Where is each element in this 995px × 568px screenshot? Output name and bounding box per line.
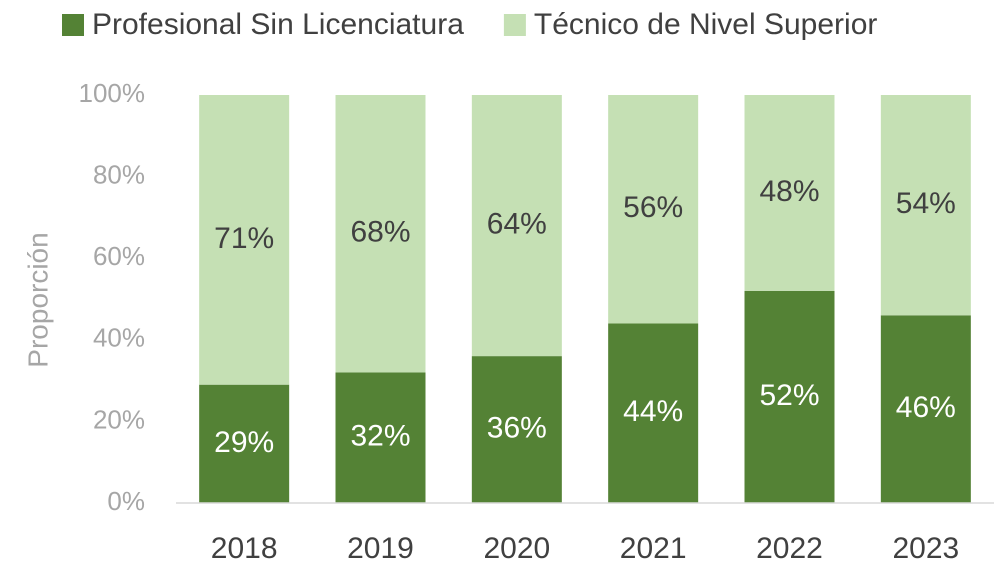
- bar-segment: [608, 323, 699, 503]
- data-label: 56%: [623, 191, 683, 224]
- bar-segment: [880, 95, 971, 316]
- bar-segment: [199, 384, 290, 503]
- bar-segment: [471, 356, 562, 503]
- data-label: 71%: [214, 222, 274, 255]
- bar-segment: [744, 95, 835, 291]
- y-tick-label: 100%: [79, 78, 146, 108]
- y-tick-label: 0%: [107, 486, 145, 516]
- legend-swatch: [503, 14, 526, 36]
- x-tick-label: 2023: [892, 532, 959, 565]
- bar-segment: [608, 95, 699, 324]
- bar-segment: [744, 290, 835, 503]
- legend-label: Profesional Sin Licenciatura: [92, 8, 464, 41]
- data-label: 54%: [896, 187, 956, 220]
- bar-segment: [199, 95, 290, 385]
- bar-segment: [335, 95, 426, 373]
- legend-swatch: [62, 14, 84, 36]
- data-label: 48%: [759, 175, 819, 208]
- data-label: 44%: [623, 395, 683, 428]
- legend-label: Técnico de Nivel Superior: [534, 8, 878, 41]
- y-tick-label: 20%: [93, 404, 145, 434]
- y-tick-label: 60%: [93, 241, 145, 271]
- y-tick-label: 80%: [93, 159, 145, 189]
- bar-segment: [880, 315, 971, 503]
- x-tick-label: 2021: [620, 532, 687, 565]
- bar-segment: [471, 95, 562, 357]
- data-label: 29%: [214, 426, 274, 459]
- x-tick-label: 2019: [347, 532, 414, 565]
- data-label: 68%: [350, 216, 410, 249]
- data-label: 36%: [487, 411, 547, 444]
- data-label: 64%: [487, 207, 547, 240]
- x-tick-label: 2018: [211, 532, 278, 565]
- x-tick-label: 2022: [756, 532, 823, 565]
- bar-segment: [335, 372, 426, 503]
- data-label: 52%: [759, 379, 819, 412]
- data-label: 46%: [896, 391, 956, 424]
- data-label: 32%: [350, 420, 410, 453]
- y-tick-label: 40%: [93, 323, 145, 353]
- y-axis-title: Proporción: [22, 232, 53, 367]
- x-tick-label: 2020: [483, 532, 550, 565]
